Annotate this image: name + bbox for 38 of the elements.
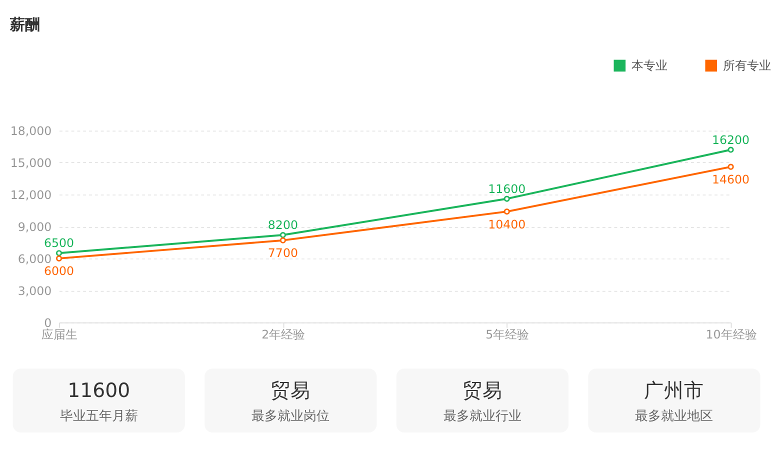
point [56, 250, 62, 256]
x-tick-label: 应届生 [42, 328, 78, 342]
data-label: 8200 [268, 218, 298, 232]
point [728, 164, 734, 170]
legend-label: 所有专业 [722, 58, 771, 73]
y-tick-label: 15,000 [10, 156, 52, 170]
point [728, 146, 734, 153]
point [280, 232, 286, 238]
y-tick-label: 3,000 [18, 284, 52, 298]
data-label: 11600 [488, 182, 526, 196]
y-tick-label: 6,000 [18, 252, 52, 266]
data-label: 10400 [488, 217, 526, 232]
text: 最多就业岗位 [252, 408, 330, 424]
x-tick-label: 2年经验 [262, 328, 306, 342]
point [504, 208, 510, 215]
data-label: 14600 [712, 172, 750, 187]
text: 最多就业行业 [443, 408, 522, 424]
legend-label: 本专业 [631, 58, 668, 73]
y-tick-label: 12,000 [10, 188, 52, 202]
y-tick-label: 18,000 [10, 124, 52, 138]
point [504, 196, 510, 202]
text: 贸易 [270, 379, 311, 402]
chart-title: 薪酬 [8, 16, 40, 34]
data-label: 6500 [44, 236, 74, 250]
y-tick-label: 0 [44, 316, 52, 330]
text: 毕业五年月薪 [60, 408, 138, 424]
text: 11600 [68, 379, 130, 402]
text: 贸易 [462, 379, 502, 402]
point [56, 255, 62, 262]
data-label: 6000 [44, 264, 74, 278]
point [280, 237, 286, 244]
data-label: 7700 [268, 246, 298, 260]
data-label: 16200 [712, 132, 750, 147]
text: 最多就业地区 [635, 408, 714, 424]
x-tick-label: 10年经验 [706, 328, 757, 342]
text: 广州市 [644, 379, 704, 402]
x-tick-label: 5年经验 [486, 328, 530, 342]
y-tick-label: 9,000 [18, 220, 52, 234]
